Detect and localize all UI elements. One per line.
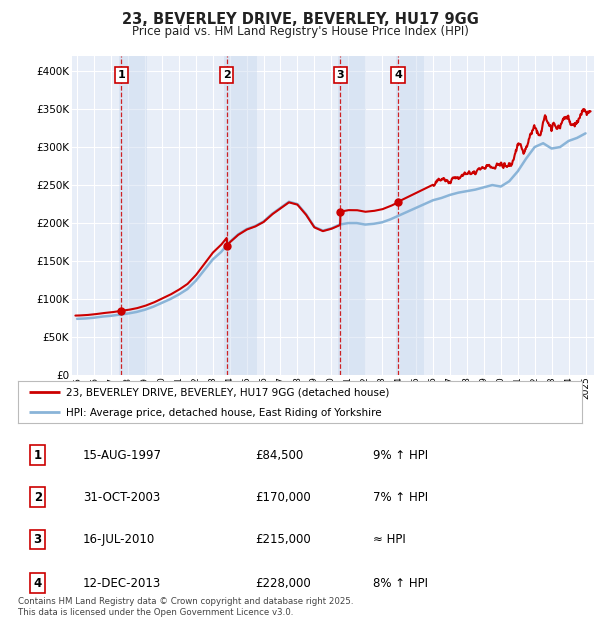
Text: 4: 4 bbox=[394, 70, 402, 80]
Text: 1: 1 bbox=[34, 449, 42, 462]
Text: 16-JUL-2010: 16-JUL-2010 bbox=[83, 533, 155, 546]
Text: HPI: Average price, detached house, East Riding of Yorkshire: HPI: Average price, detached house, East… bbox=[66, 408, 382, 418]
Bar bbox=[224, 56, 257, 375]
Text: £84,500: £84,500 bbox=[255, 449, 303, 462]
Bar bbox=[395, 56, 424, 375]
Text: 8% ↑ HPI: 8% ↑ HPI bbox=[373, 577, 428, 590]
Text: Contains HM Land Registry data © Crown copyright and database right 2025.
This d: Contains HM Land Registry data © Crown c… bbox=[18, 598, 353, 617]
Text: 15-AUG-1997: 15-AUG-1997 bbox=[83, 449, 162, 462]
Text: £170,000: £170,000 bbox=[255, 491, 311, 504]
Text: 3: 3 bbox=[34, 533, 42, 546]
Bar bbox=[119, 56, 147, 375]
Text: 12-DEC-2013: 12-DEC-2013 bbox=[83, 577, 161, 590]
Text: 2: 2 bbox=[223, 70, 230, 80]
Text: £228,000: £228,000 bbox=[255, 577, 311, 590]
Text: 7% ↑ HPI: 7% ↑ HPI bbox=[373, 491, 428, 504]
Text: 23, BEVERLEY DRIVE, BEVERLEY, HU17 9GG (detached house): 23, BEVERLEY DRIVE, BEVERLEY, HU17 9GG (… bbox=[66, 388, 389, 398]
Text: 4: 4 bbox=[34, 577, 42, 590]
Text: Price paid vs. HM Land Registry's House Price Index (HPI): Price paid vs. HM Land Registry's House … bbox=[131, 25, 469, 38]
Text: 1: 1 bbox=[118, 70, 125, 80]
Text: 9% ↑ HPI: 9% ↑ HPI bbox=[373, 449, 428, 462]
Text: ≈ HPI: ≈ HPI bbox=[373, 533, 406, 546]
Text: 23, BEVERLEY DRIVE, BEVERLEY, HU17 9GG: 23, BEVERLEY DRIVE, BEVERLEY, HU17 9GG bbox=[122, 12, 478, 27]
Text: 2: 2 bbox=[34, 491, 42, 504]
Text: 3: 3 bbox=[337, 70, 344, 80]
Bar bbox=[338, 56, 366, 375]
Text: 31-OCT-2003: 31-OCT-2003 bbox=[83, 491, 160, 504]
Text: £215,000: £215,000 bbox=[255, 533, 311, 546]
